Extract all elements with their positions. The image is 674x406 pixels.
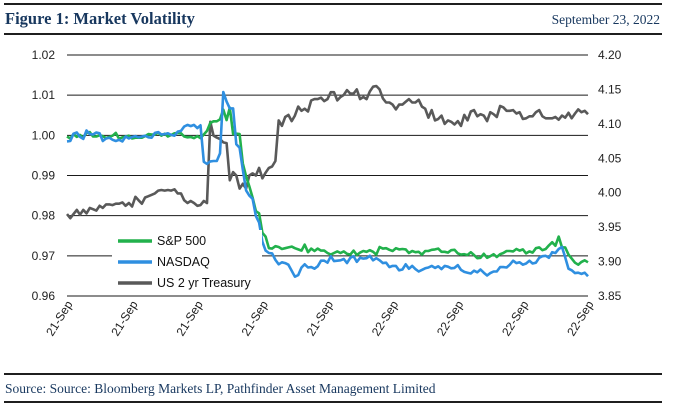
x-tick-label: 22-Sep — [369, 298, 402, 339]
y-tick-right: 4.20 — [598, 48, 622, 62]
bottom-rule — [4, 401, 662, 403]
market-volatility-chart: 0.96 0.97 0.98 0.99 1.00 1.01 1.02 3.85 3.90 3.9… — [32, 48, 622, 339]
y-tick-right: 4.05 — [598, 151, 622, 165]
x-tick-label: 22-Sep — [564, 298, 597, 339]
legend: S&P 500 NASDAQ US 2 yr Treasury — [112, 230, 262, 292]
y-tick-right: 4.00 — [598, 186, 622, 200]
x-tick-label: 21-Sep — [108, 298, 141, 339]
legend-label: US 2 yr Treasury — [157, 276, 252, 290]
y-tick-right: 3.90 — [598, 255, 622, 269]
y-tick-left: 0.96 — [32, 289, 56, 303]
y-tick-left: 0.98 — [32, 209, 56, 223]
x-tick-label: 22-Sep — [499, 298, 532, 339]
y-tick-left: 1.02 — [32, 48, 56, 62]
right-axis-ticks: 3.85 3.90 3.95 4.00 4.05 4.10 4.15 4.20 — [598, 48, 622, 303]
y-tick-left: 1.01 — [32, 88, 56, 102]
figure-title: Figure 1: Market Volatility — [5, 9, 195, 28]
x-tick-label: 21-Sep — [173, 298, 206, 339]
x-tick-label: 22-Sep — [434, 298, 467, 339]
y-tick-right: 3.85 — [598, 289, 622, 303]
x-tick-label: 21-Sep — [43, 298, 76, 339]
y-tick-left: 0.99 — [32, 169, 56, 183]
y-tick-left: 0.97 — [32, 249, 56, 263]
legend-label: NASDAQ — [157, 255, 210, 269]
left-axis-ticks: 0.96 0.97 0.98 0.99 1.00 1.01 1.02 — [32, 48, 56, 303]
series-line-nasdaq — [66, 90, 589, 279]
y-tick-left: 1.00 — [32, 128, 56, 142]
x-tick-label: 21-Sep — [239, 298, 272, 339]
header-rule — [4, 33, 662, 35]
legend-label: S&P 500 — [157, 234, 206, 248]
y-tick-right: 3.95 — [598, 220, 622, 234]
y-tick-right: 4.15 — [598, 82, 622, 96]
y-tick-right: 4.10 — [598, 117, 622, 131]
series-line-us-2-yr-treasury — [65, 84, 589, 220]
top-rule — [4, 3, 662, 5]
series-lines — [65, 84, 589, 279]
figure-date: September 23, 2022 — [551, 12, 660, 27]
x-tick-label: 21-Sep — [304, 298, 337, 339]
source-note: Source: Source: Bloomberg Markets LP, Pa… — [5, 381, 436, 396]
footer-rule — [4, 373, 662, 375]
x-axis-ticks: 21-Sep 21-Sep 21-Sep 21-Sep 21-Sep 22-Sep 22-S… — [43, 298, 597, 339]
